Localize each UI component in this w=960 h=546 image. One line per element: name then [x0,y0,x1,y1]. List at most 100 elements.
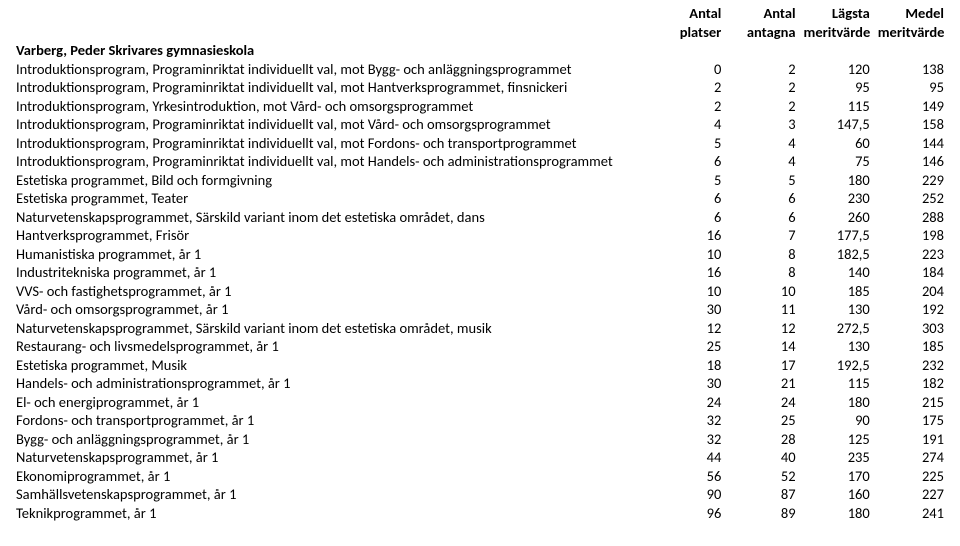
program-name: Estetiska programmet, Musik [12,356,651,375]
antal-platser: 16 [651,226,725,245]
lagsta-meritvarde: 185 [800,282,874,301]
antal-platser: 32 [651,430,725,449]
table-row: Handels- och administrationsprogrammet, … [12,374,948,393]
admissions-table: Antal Antal Lägsta Medel platser antagna… [12,4,948,522]
medel-meritvarde: 198 [874,226,948,245]
lagsta-meritvarde: 130 [800,300,874,319]
antal-antagna: 12 [725,319,799,338]
antal-antagna: 28 [725,430,799,449]
program-name: Naturvetenskapsprogrammet, Särskild vari… [12,319,651,338]
table-row: Estetiska programmet, Bild och formgivni… [12,171,948,190]
medel-meritvarde: 149 [874,97,948,116]
table-row: El- och energiprogrammet, år 12424180215 [12,393,948,412]
program-name: VVS- och fastighetsprogrammet, år 1 [12,282,651,301]
header-col1-line2: platser [651,23,725,42]
medel-meritvarde: 252 [874,189,948,208]
program-name: Fordons- och transportprogrammet, år 1 [12,411,651,430]
medel-meritvarde: 144 [874,134,948,153]
header-col4-line1: Medel [874,4,948,23]
medel-meritvarde: 138 [874,60,948,79]
antal-platser: 18 [651,356,725,375]
lagsta-meritvarde: 180 [800,393,874,412]
table-row: Naturvetenskapsprogrammet, Särskild vari… [12,319,948,338]
antal-platser: 30 [651,300,725,319]
table-row: Teknikprogrammet, år 19689180241 [12,504,948,523]
medel-meritvarde: 158 [874,115,948,134]
table-row: Industritekniska programmet, år 11681401… [12,263,948,282]
medel-meritvarde: 204 [874,282,948,301]
program-name: Introduktionsprogram, Programinriktat in… [12,115,651,134]
program-name: Estetiska programmet, Bild och formgivni… [12,171,651,190]
antal-platser: 30 [651,374,725,393]
table-row: Estetiska programmet, Musik1817192,5232 [12,356,948,375]
antal-platser: 2 [651,97,725,116]
antal-platser: 16 [651,263,725,282]
antal-platser: 10 [651,282,725,301]
antal-antagna: 52 [725,467,799,486]
antal-antagna: 87 [725,485,799,504]
medel-meritvarde: 303 [874,319,948,338]
table-row: Hantverksprogrammet, Frisör167177,5198 [12,226,948,245]
program-name: Handels- och administrationsprogrammet, … [12,374,651,393]
medel-meritvarde: 95 [874,78,948,97]
antal-antagna: 11 [725,300,799,319]
antal-antagna: 21 [725,374,799,393]
antal-platser: 24 [651,393,725,412]
antal-antagna: 2 [725,60,799,79]
program-name: Introduktionsprogram, Programinriktat in… [12,78,651,97]
antal-platser: 96 [651,504,725,523]
medel-meritvarde: 146 [874,152,948,171]
header-col2-line2: antagna [725,23,799,42]
medel-meritvarde: 223 [874,245,948,264]
lagsta-meritvarde: 130 [800,337,874,356]
medel-meritvarde: 192 [874,300,948,319]
medel-meritvarde: 185 [874,337,948,356]
lagsta-meritvarde: 147,5 [800,115,874,134]
antal-platser: 6 [651,208,725,227]
program-name: Introduktionsprogram, Programinriktat in… [12,134,651,153]
antal-platser: 0 [651,60,725,79]
table-row: Humanistiska programmet, år 1108182,5223 [12,245,948,264]
antal-antagna: 6 [725,208,799,227]
antal-antagna: 7 [725,226,799,245]
table-row: Introduktionsprogram, Programinriktat in… [12,152,948,171]
page: Antal Antal Lägsta Medel platser antagna… [0,0,960,546]
header-col2-line1: Antal [725,4,799,23]
table-row: Naturvetenskapsprogrammet, Särskild vari… [12,208,948,227]
school-title: Varberg, Peder Skrivares gymnasieskola [12,41,651,60]
lagsta-meritvarde: 60 [800,134,874,153]
lagsta-meritvarde: 180 [800,171,874,190]
program-name: Restaurang- och livsmedelsprogrammet, år… [12,337,651,356]
antal-platser: 12 [651,319,725,338]
antal-antagna: 14 [725,337,799,356]
antal-antagna: 17 [725,356,799,375]
lagsta-meritvarde: 95 [800,78,874,97]
table-body: Varberg, Peder Skrivares gymnasieskola I… [12,41,948,522]
program-name: El- och energiprogrammet, år 1 [12,393,651,412]
program-name: Estetiska programmet, Teater [12,189,651,208]
program-name: Samhällsvetenskapsprogrammet, år 1 [12,485,651,504]
antal-antagna: 40 [725,448,799,467]
antal-platser: 10 [651,245,725,264]
table-row: Introduktionsprogram, Programinriktat in… [12,78,948,97]
program-name: Introduktionsprogram, Programinriktat in… [12,60,651,79]
lagsta-meritvarde: 272,5 [800,319,874,338]
antal-antagna: 5 [725,171,799,190]
lagsta-meritvarde: 120 [800,60,874,79]
table-row: Naturvetenskapsprogrammet, år 1444023527… [12,448,948,467]
lagsta-meritvarde: 180 [800,504,874,523]
lagsta-meritvarde: 170 [800,467,874,486]
program-name: Teknikprogrammet, år 1 [12,504,651,523]
lagsta-meritvarde: 235 [800,448,874,467]
table-row: Bygg- och anläggningsprogrammet, år 1322… [12,430,948,449]
table-row: Introduktionsprogram, Programinriktat in… [12,134,948,153]
program-name: Bygg- och anläggningsprogrammet, år 1 [12,430,651,449]
program-name: Industritekniska programmet, år 1 [12,263,651,282]
table-row: Introduktionsprogram, Yrkesintroduktion,… [12,97,948,116]
medel-meritvarde: 175 [874,411,948,430]
antal-platser: 2 [651,78,725,97]
antal-platser: 4 [651,115,725,134]
program-name: Naturvetenskapsprogrammet, Särskild vari… [12,208,651,227]
antal-antagna: 89 [725,504,799,523]
antal-platser: 5 [651,171,725,190]
